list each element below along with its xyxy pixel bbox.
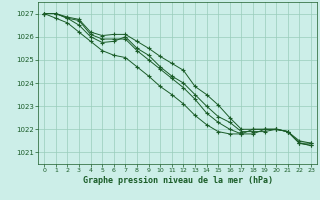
X-axis label: Graphe pression niveau de la mer (hPa): Graphe pression niveau de la mer (hPa) — [83, 176, 273, 185]
